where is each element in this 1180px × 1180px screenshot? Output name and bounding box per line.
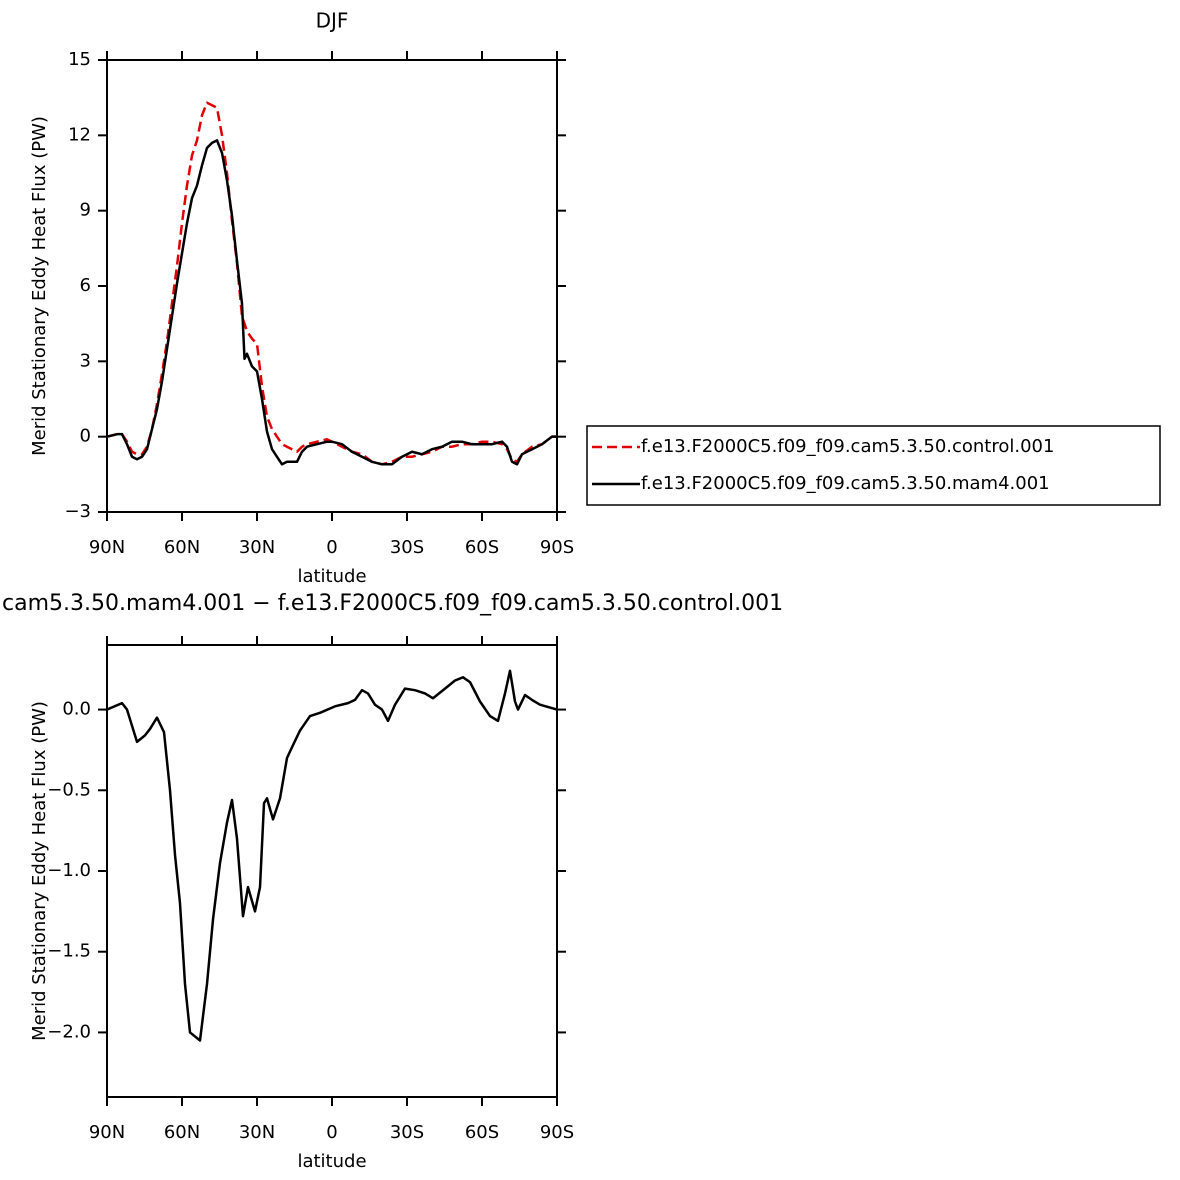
- x-axis-label: latitude: [297, 566, 366, 587]
- legend-box: [586, 425, 1161, 506]
- y-tick-label: 15: [68, 49, 91, 70]
- x-tick-label: 90S: [540, 1122, 574, 1143]
- y-tick-label: 12: [68, 124, 91, 145]
- x-axis-label: latitude: [297, 1151, 366, 1172]
- legend-label: f.e13.F2000C5.f09_f09.cam5.3.50.control.…: [641, 436, 1054, 457]
- x-tick-label: 60S: [465, 537, 499, 558]
- data-line: [106, 101, 557, 466]
- x-tick-label: 30N: [239, 537, 275, 558]
- y-tick-label: −1.0: [47, 860, 91, 881]
- y-tick-label: 6: [80, 275, 91, 296]
- x-tick-label: 60N: [164, 1122, 200, 1143]
- x-tick-label: 60N: [164, 537, 200, 558]
- chart-title: DJF: [316, 9, 349, 33]
- x-tick-label: 90S: [540, 537, 574, 558]
- y-tick-label: −3: [64, 501, 91, 522]
- y-tick-label: 0.0: [62, 699, 91, 720]
- y-tick-label: −1.5: [47, 941, 91, 962]
- y-tick-label: 0: [80, 426, 91, 447]
- y-tick-label: −0.5: [47, 779, 91, 800]
- y-tick-label: 3: [80, 350, 91, 371]
- data-line: [106, 669, 558, 1042]
- x-tick-label: 30S: [390, 537, 424, 558]
- y-axis-label: Merid Stationary Eddy Heat Flux (PW): [29, 701, 50, 1041]
- legend-label: f.e13.F2000C5.f09_f09.cam5.3.50.mam4.001: [641, 473, 1050, 494]
- plot-frame: [106, 644, 558, 1098]
- x-tick-label: 60S: [465, 1122, 499, 1143]
- x-tick-label: 0: [326, 1122, 337, 1143]
- y-tick-label: −2.0: [47, 1021, 91, 1042]
- y-axis-label: Merid Stationary Eddy Heat Flux (PW): [29, 116, 50, 456]
- x-tick-label: 30N: [239, 1122, 275, 1143]
- y-tick-label: 9: [80, 200, 91, 221]
- x-tick-label: 30S: [390, 1122, 424, 1143]
- x-tick-label: 90N: [89, 1122, 125, 1143]
- x-tick-label: 0: [326, 537, 337, 558]
- data-line: [106, 139, 557, 466]
- chart-title: cam5.3.50.mam4.001 − f.e13.F2000C5.f09_f…: [2, 591, 783, 616]
- x-tick-label: 90N: [89, 537, 125, 558]
